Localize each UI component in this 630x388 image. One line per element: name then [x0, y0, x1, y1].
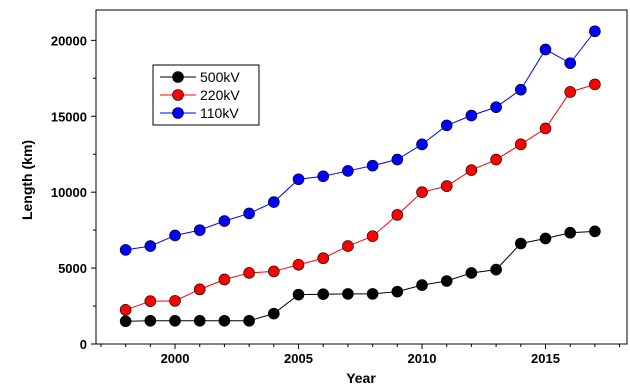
plot-frame [95, 9, 628, 345]
legend-marker [172, 107, 184, 119]
series-layer [119, 25, 601, 328]
y-tick-label: 20000 [51, 33, 87, 48]
x-tick-label: 2015 [531, 351, 560, 366]
data-point [391, 209, 404, 221]
data-point [144, 295, 157, 307]
x-axis-title: Year [346, 370, 376, 386]
data-point [465, 267, 478, 279]
legend-label: 110kV [200, 105, 239, 121]
data-point [564, 57, 576, 69]
data-point [490, 263, 502, 276]
data-point [243, 314, 255, 327]
y-axis: 0 5000 10000 15000 20000 [51, 33, 96, 352]
data-point [169, 229, 181, 242]
data-point [440, 275, 453, 287]
legend-label: 220kV [200, 87, 240, 103]
series-220kV [119, 78, 601, 316]
data-point [514, 138, 527, 151]
data-point [317, 252, 330, 265]
x-axis: 2000 2005 2010 2015 [100, 344, 621, 366]
series-500kV [119, 225, 601, 328]
data-point [490, 153, 502, 166]
data-point [416, 186, 428, 198]
data-point [539, 122, 552, 135]
data-point [119, 244, 132, 256]
y-axis-title: Length (km) [19, 140, 35, 220]
data-point [119, 304, 132, 316]
x-tick-label: 2010 [408, 351, 437, 366]
data-point [268, 307, 280, 320]
data-point [564, 226, 576, 239]
data-point [465, 109, 478, 122]
data-point [416, 138, 428, 151]
data-point [218, 273, 231, 286]
data-point [539, 232, 552, 245]
data-point [342, 288, 354, 300]
data-point [440, 119, 453, 132]
data-point [416, 279, 428, 291]
data-point [564, 86, 576, 98]
data-point [366, 159, 379, 172]
legend-marker [172, 71, 184, 83]
data-point [144, 240, 157, 252]
data-point [514, 83, 527, 96]
data-point [366, 288, 379, 300]
data-point [243, 207, 255, 220]
data-point [292, 288, 305, 301]
data-point [589, 25, 601, 38]
data-point [243, 267, 255, 279]
data-point [514, 237, 527, 250]
y-tick-label: 15000 [51, 109, 87, 124]
data-point [391, 153, 404, 166]
data-point [589, 78, 601, 91]
data-point [218, 215, 231, 227]
legend-items: 500kV 220kV 110kV [160, 69, 240, 121]
y-tick-label: 10000 [51, 185, 87, 200]
data-point [317, 288, 330, 301]
data-point [366, 230, 379, 243]
data-point [268, 196, 280, 208]
legend-label: 500kV [200, 69, 240, 85]
data-point [169, 295, 181, 307]
data-point [169, 314, 181, 327]
y-tick-label: 0 [80, 337, 87, 352]
legend: 500kV 220kV 110kV [152, 64, 260, 126]
data-point [193, 283, 206, 296]
x-tick-label: 2000 [161, 351, 190, 366]
data-point [218, 314, 231, 327]
data-point [292, 173, 305, 186]
data-point [317, 170, 330, 183]
x-tick-label: 2005 [284, 351, 313, 366]
data-point [193, 314, 206, 327]
data-point [342, 165, 354, 177]
data-point [292, 258, 305, 271]
legend-marker [172, 89, 184, 101]
data-point [440, 180, 453, 192]
data-point [490, 101, 502, 113]
data-point [342, 240, 354, 252]
data-point [268, 265, 280, 278]
data-point [144, 314, 157, 327]
series-110kV [119, 25, 601, 256]
data-point [391, 285, 404, 298]
y-tick-label: 5000 [58, 261, 87, 276]
data-point [193, 224, 206, 236]
data-point [119, 315, 132, 328]
data-point [465, 164, 478, 176]
data-point [589, 225, 601, 238]
data-point [539, 43, 552, 56]
